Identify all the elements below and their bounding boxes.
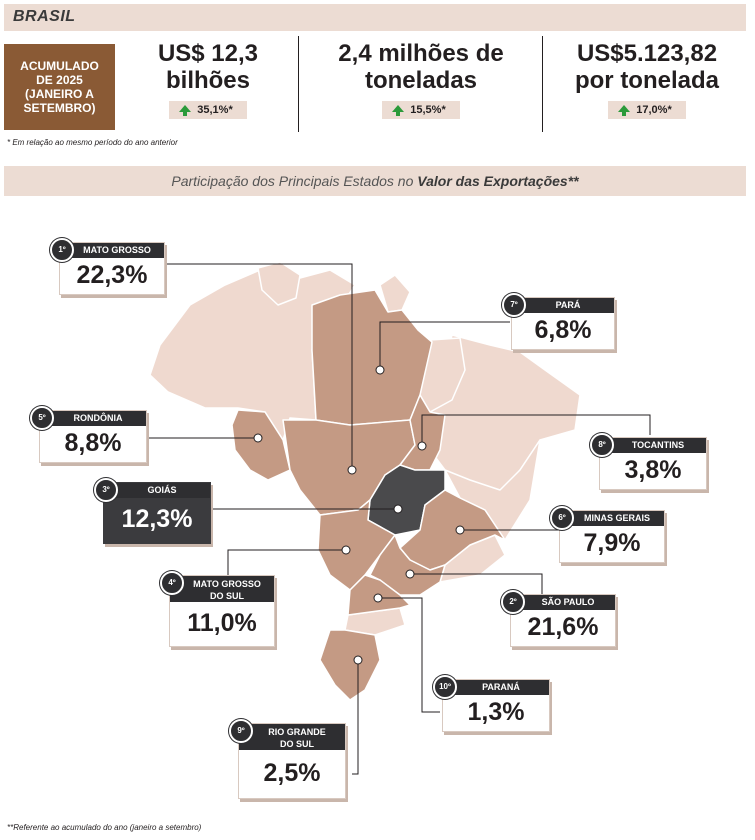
state-value: 22,3%: [76, 261, 148, 289]
leader-ms: [227, 549, 346, 578]
state-value: 1,3%: [467, 698, 525, 726]
kpi-export-volume: 2,4 milhões de toneladas 15,5%*: [300, 36, 542, 132]
state-value: 21,6%: [527, 613, 599, 641]
rank-badge: 8º: [590, 433, 614, 457]
kpi-change: 35,1%*: [197, 104, 233, 116]
state-rio-grande-do-sul: [319, 629, 381, 701]
arrow-up-icon: [392, 104, 405, 116]
rank-badge: 10º: [433, 675, 457, 699]
rank-badge: 2º: [501, 590, 525, 614]
marker-tocantins: [417, 441, 427, 451]
rank-badge: 7º: [502, 293, 526, 317]
kpi-value: US$5.123,82 por tonelada: [574, 40, 719, 94]
leader-sao-paulo: [410, 573, 543, 596]
chart-title: Participação dos Principais Estados no V…: [171, 173, 579, 189]
state-card-rio-grande-do-sul: RIO GRANDE DO SUL 2,5%: [238, 723, 346, 799]
state-card-mato-grosso-do-sul: MATO GROSSO DO SUL 11,0%: [169, 575, 275, 647]
kpi-change-badge: 15,5%*: [382, 101, 460, 119]
state-value: 2,5%: [263, 759, 321, 787]
kpi-divider: [542, 36, 543, 132]
kpi-value: US$ 12,3 bilhões: [157, 40, 259, 94]
chart-title-bar: Participação dos Principais Estados no V…: [4, 166, 746, 196]
state-name: GOIÁS: [104, 483, 210, 498]
state-card-goias: GOIÁS 12,3%: [103, 482, 211, 544]
state-name: TOCANTINS: [600, 438, 706, 453]
state-card-tocantins: TOCANTINS 3,8%: [599, 437, 707, 490]
state-card-para: PARÁ 6,8%: [511, 297, 615, 350]
accumulated-period-label: ACUMULADO DE 2025 (JANEIRO A SETEMBRO): [20, 59, 99, 115]
rank-badge: 6º: [550, 506, 574, 530]
leader-parana: [378, 597, 440, 713]
state-name: MINAS GERAIS: [560, 511, 664, 526]
state-value: 3,8%: [624, 456, 682, 484]
marker-rs: [353, 655, 363, 665]
page-title: BRASIL: [13, 8, 76, 25]
leader-para: [379, 321, 510, 368]
marker-rondonia: [253, 433, 263, 443]
kpi-change: 15,5%*: [410, 104, 446, 116]
state-value: 8,8%: [64, 429, 122, 457]
footnote-previous-period: * Em relação ao mesmo período do ano ant…: [7, 138, 178, 147]
rank-badge: 3º: [94, 478, 118, 502]
state-name: RIO GRANDE DO SUL: [239, 724, 345, 750]
leader-mato-grosso: [160, 263, 353, 468]
marker-sao-paulo: [405, 569, 415, 579]
kpi-price-per-ton: US$5.123,82 por tonelada 17,0%*: [544, 36, 750, 132]
rank-badge: 1º: [50, 238, 74, 262]
marker-goias: [393, 504, 403, 514]
marker-para: [375, 365, 385, 375]
state-card-minas-gerais: MINAS GERAIS 7,9%: [559, 510, 665, 563]
state-name: RONDÔNIA: [40, 411, 146, 426]
marker-minas-gerais: [455, 525, 465, 535]
rank-badge: 9º: [229, 719, 253, 743]
state-name: MATO GROSSO: [60, 243, 164, 258]
state-card-sao-paulo: SÃO PAULO 21,6%: [510, 594, 616, 647]
state-name: SÃO PAULO: [511, 595, 615, 610]
kpi-value: 2,4 milhões de toneladas: [338, 40, 504, 94]
header-bar: BRASIL: [4, 4, 746, 31]
arrow-up-icon: [179, 104, 192, 116]
state-value: 7,9%: [583, 529, 641, 557]
rank-badge: 5º: [30, 406, 54, 430]
leader-tocantins: [421, 414, 651, 445]
marker-parana: [373, 593, 383, 603]
kpi-change: 17,0%*: [636, 104, 672, 116]
state-card-parana: PARANÁ 1,3%: [442, 679, 550, 732]
state-name: PARANÁ: [443, 680, 549, 695]
state-value: 6,8%: [534, 316, 592, 344]
leader-rs: [352, 660, 359, 775]
state-card-mato-grosso: MATO GROSSO 22,3%: [59, 242, 165, 295]
rank-badge: 4º: [160, 571, 184, 595]
kpi-change-badge: 17,0%*: [608, 101, 686, 119]
footnote-period: **Referente ao acumulado do ano (janeiro…: [7, 823, 202, 832]
arrow-up-icon: [618, 104, 631, 116]
state-name: PARÁ: [512, 298, 614, 313]
state-para: [311, 289, 433, 426]
state-name: MATO GROSSO DO SUL: [170, 576, 274, 602]
marker-ms: [341, 545, 351, 555]
region-roraima: [257, 261, 301, 306]
state-rondonia: [231, 409, 291, 481]
state-value: 11,0%: [187, 609, 257, 637]
kpi-export-value: US$ 12,3 bilhões 35,1%*: [118, 36, 298, 132]
state-card-rondonia: RONDÔNIA 8,8%: [39, 410, 147, 463]
marker-mato-grosso: [347, 465, 357, 475]
kpi-divider: [298, 36, 299, 132]
state-value: 12,3%: [121, 505, 193, 533]
kpi-change-badge: 35,1%*: [169, 101, 247, 119]
region-amapa: [379, 274, 411, 313]
accumulated-period-box: ACUMULADO DE 2025 (JANEIRO A SETEMBRO): [4, 44, 115, 130]
